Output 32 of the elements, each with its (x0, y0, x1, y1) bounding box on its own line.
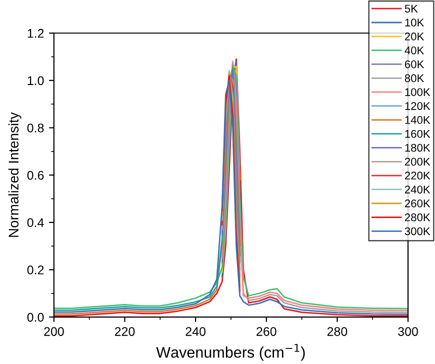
legend-label: 140K (405, 116, 430, 124)
legend-label: 280K (404, 213, 430, 222)
legend-label: 180K (405, 144, 430, 152)
legend-label: 260K (404, 200, 430, 208)
legend-label: 100K (405, 88, 430, 96)
x-tick-label: 300 (398, 327, 418, 336)
x-tick-label: 220 (114, 327, 135, 336)
y-tick-label: 0.8 (27, 124, 44, 132)
y-tick-label: 1.2 (28, 28, 44, 38)
legend-label: 300K (404, 227, 430, 236)
y-tick-label: 1.0 (28, 76, 44, 86)
legend-label: 120K (405, 102, 430, 110)
x-tick-label: 280 (327, 327, 348, 336)
legend-label: 60K (404, 60, 424, 68)
y-tick-label: 0.6 (27, 170, 44, 180)
x-axis-title: Wavenumbers (cm$^{−1}$) (156, 344, 305, 361)
y-tick-label: 0.0 (27, 312, 44, 322)
y-axis-title: Normalized Intensity (8, 112, 22, 237)
legend-label: 160K (405, 130, 430, 138)
legend-label: 200K (404, 158, 430, 166)
legend-label: 20K (404, 32, 424, 40)
y-tick-label: 0.2 (27, 266, 44, 274)
legend-label: 220K (404, 172, 430, 180)
legend-label: 240K (404, 186, 430, 194)
legend-label: 80K (404, 74, 424, 82)
y-tick-label: 0.4 (27, 218, 44, 228)
legend-label: 10K (405, 18, 424, 26)
legend-label: 5K (404, 4, 418, 13)
x-tick-label: 260 (256, 327, 276, 336)
x-tick-label: 240 (186, 327, 206, 336)
x-tick-label: 200 (44, 327, 64, 336)
legend-label: 40K (404, 46, 424, 54)
